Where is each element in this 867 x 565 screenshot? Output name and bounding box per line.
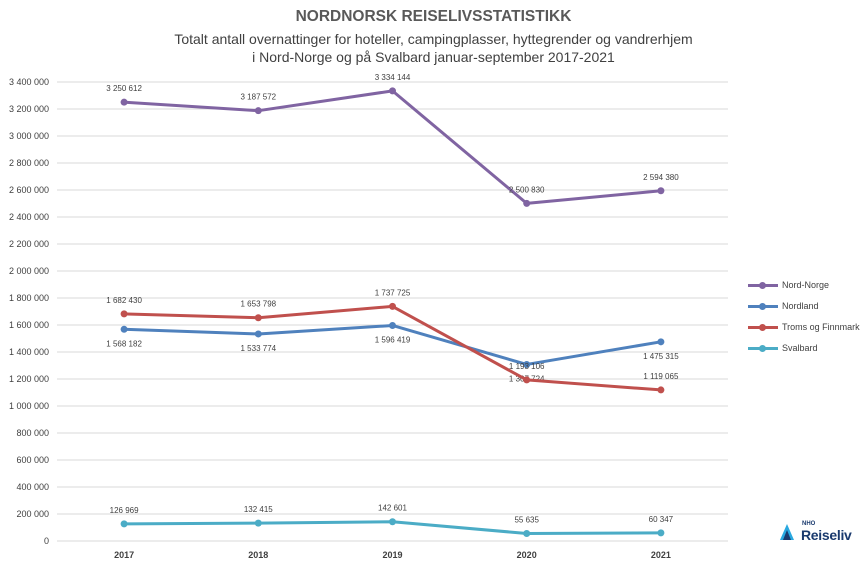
chart-title: NORDNORSK REISELIVSSTATISTIKK (295, 8, 572, 25)
y-tick-label: 3 200 000 (9, 104, 49, 114)
data-label: 1 682 430 (106, 296, 142, 305)
x-tick-label: 2020 (517, 550, 537, 560)
legend-marker (759, 324, 766, 331)
data-point (523, 529, 531, 537)
data-point (657, 386, 665, 394)
data-label: 3 250 612 (106, 84, 142, 93)
legend-item: Svalbard (746, 343, 866, 364)
data-point (254, 330, 262, 338)
data-point (254, 107, 262, 115)
data-label: 132 415 (244, 505, 273, 514)
data-point (120, 98, 128, 106)
legend-item: Troms og Finnmark (746, 322, 866, 343)
legend-item: Nordland (746, 301, 866, 322)
data-point (657, 529, 665, 537)
data-label: 3 187 572 (241, 93, 277, 102)
data-point (523, 199, 531, 207)
legend-marker (759, 303, 766, 310)
data-point (120, 520, 128, 528)
y-tick-label: 2 800 000 (9, 158, 49, 168)
y-tick-label: 400 000 (16, 482, 49, 492)
legend-marker (759, 345, 766, 352)
data-point (389, 302, 396, 310)
y-tick-label: 1 200 000 (9, 374, 49, 384)
series-line (124, 323, 662, 366)
legend-label: Nord-Norge (782, 280, 830, 290)
y-tick-label: 1 000 000 (9, 401, 49, 411)
data-label: 60 347 (649, 515, 674, 524)
chart-subtitle-line-1: Totalt antall overnattinger for hoteller… (174, 31, 693, 47)
data-point (389, 321, 396, 329)
logo-nho-text: NHO (802, 521, 816, 527)
data-point (523, 360, 531, 368)
data-label: 2 594 380 (643, 173, 679, 182)
y-tick-label: 2 200 000 (9, 239, 49, 249)
data-point (254, 314, 262, 322)
data-label: 1 737 725 (375, 288, 411, 297)
y-tick-label: 3 000 000 (9, 131, 49, 141)
y-tick-label: 1 800 000 (9, 293, 49, 303)
data-point (120, 310, 128, 318)
data-label: 55 635 (514, 515, 539, 524)
data-point (657, 338, 665, 346)
chart-legend: Nord-Norge Nordland Troms og Finnmark Svalb… (746, 280, 866, 364)
series-line (124, 304, 662, 392)
y-tick-label: 2 600 000 (9, 185, 49, 195)
data-label: 1 568 182 (106, 339, 142, 348)
data-point (254, 519, 262, 527)
reiseliv-logo-icon (780, 524, 794, 540)
x-tick-label: 2021 (651, 550, 671, 560)
legend-label: Troms og Finnmark (782, 322, 860, 332)
x-tick-label: 2018 (248, 550, 268, 560)
x-tick-label: 2019 (382, 550, 402, 560)
legend-label: Nordland (782, 301, 819, 311)
data-label: 1 653 798 (241, 300, 277, 309)
y-tick-label: 800 000 (16, 428, 49, 438)
y-tick-label: 2 000 000 (9, 266, 49, 276)
data-label: 1 119 065 (643, 372, 679, 381)
nho-reiseliv-logo: NHO Reiseliv (778, 520, 858, 544)
data-point (657, 187, 665, 195)
data-label: 1 475 315 (643, 352, 679, 361)
y-tick-label: 600 000 (16, 455, 49, 465)
series-line (124, 89, 662, 205)
y-tick-label: 1 600 000 (9, 320, 49, 330)
y-tick-label: 200 000 (16, 509, 49, 519)
data-label: 1 533 774 (241, 344, 277, 353)
x-tick-label: 2017 (114, 550, 134, 560)
data-label: 1 596 419 (375, 335, 411, 344)
data-label: 142 601 (378, 504, 407, 513)
y-tick-label: 1 400 000 (9, 347, 49, 357)
data-label: 2 500 830 (509, 185, 545, 194)
legend-marker (759, 282, 766, 289)
y-tick-label: 0 (44, 536, 49, 546)
y-tick-label: 3 400 000 (9, 77, 49, 87)
legend-label: Svalbard (782, 343, 818, 353)
data-label: 3 334 144 (375, 73, 411, 82)
data-point (120, 325, 128, 333)
data-point (389, 87, 396, 95)
legend-item: Nord-Norge (746, 280, 866, 301)
logo-reiseliv-text: Reiseliv (801, 527, 852, 543)
data-point (389, 518, 396, 526)
data-label: 126 969 (110, 506, 139, 515)
data-point (523, 376, 531, 384)
data-label: 1 193 106 (509, 362, 545, 371)
y-tick-label: 2 400 000 (9, 212, 49, 222)
chart-subtitle-line-2: i Nord-Norge og på Svalbard januar-septe… (252, 49, 615, 65)
